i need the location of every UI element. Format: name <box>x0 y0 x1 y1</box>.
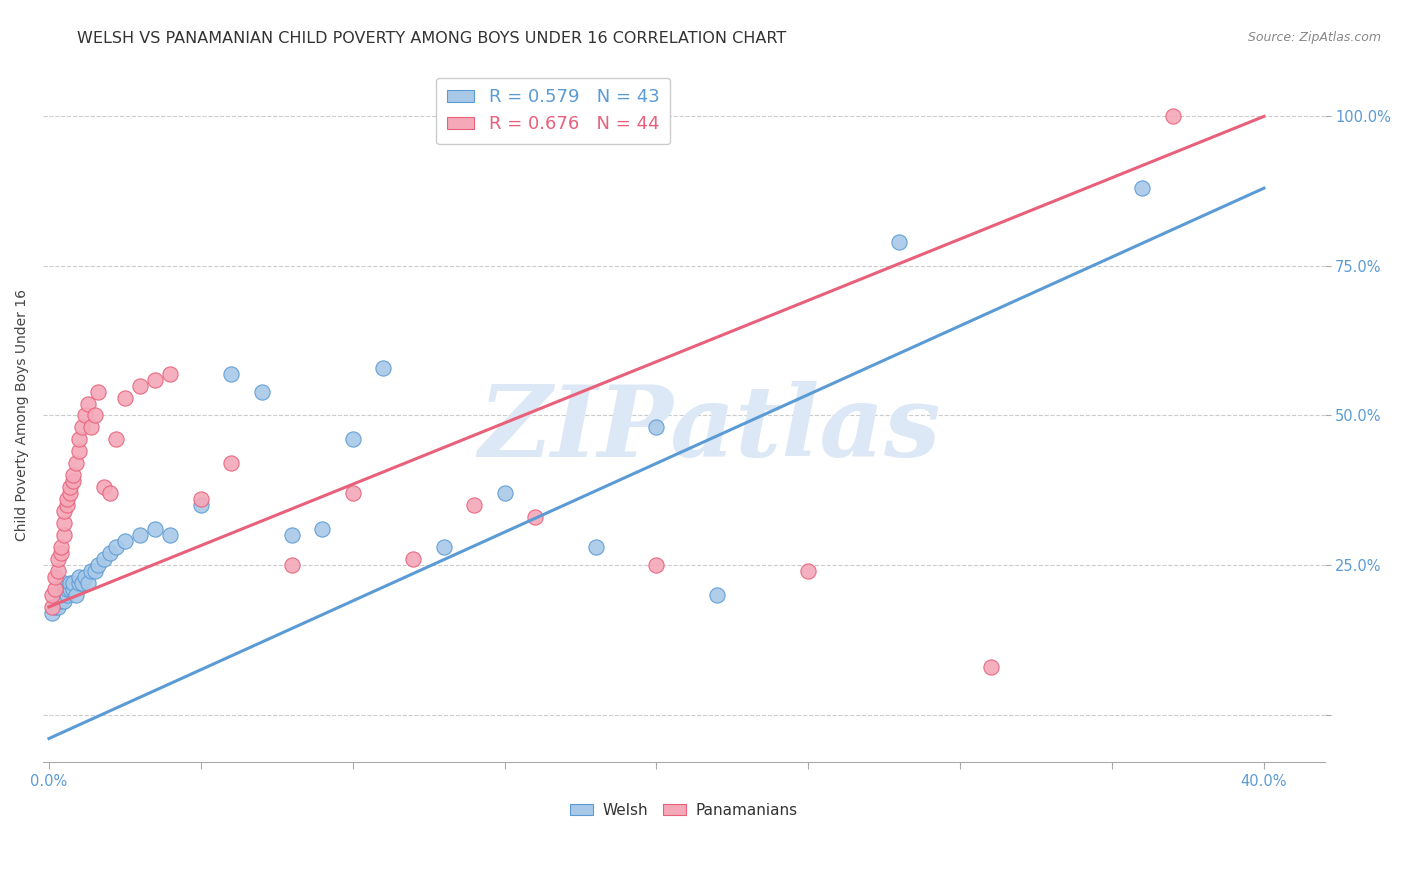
Point <box>93 480 115 494</box>
Point <box>41 599 63 614</box>
Point <box>44 570 66 584</box>
Point <box>104 540 127 554</box>
Point <box>41 606 63 620</box>
Point <box>1161 109 1184 123</box>
Point <box>250 384 273 399</box>
Point <box>86 384 108 399</box>
Point <box>585 540 607 554</box>
Point <box>53 504 76 518</box>
Point <box>77 396 100 410</box>
Text: ZIPatlas: ZIPatlas <box>478 381 941 477</box>
Point <box>143 522 166 536</box>
Point <box>80 564 103 578</box>
Point <box>75 409 97 423</box>
Point <box>53 528 76 542</box>
Point <box>98 486 121 500</box>
Point <box>104 433 127 447</box>
Point <box>494 486 516 500</box>
Point <box>980 659 1002 673</box>
Point <box>86 558 108 572</box>
Point <box>433 540 456 554</box>
Y-axis label: Child Poverty Among Boys Under 16: Child Poverty Among Boys Under 16 <box>15 290 30 541</box>
Point <box>114 534 136 549</box>
Point <box>143 373 166 387</box>
Point <box>62 475 84 489</box>
Text: WELSH VS PANAMANIAN CHILD POVERTY AMONG BOYS UNDER 16 CORRELATION CHART: WELSH VS PANAMANIAN CHILD POVERTY AMONG … <box>77 31 786 46</box>
Point <box>41 588 63 602</box>
Point <box>53 516 76 530</box>
Point <box>645 420 668 434</box>
Point <box>889 235 911 249</box>
Point <box>129 528 152 542</box>
Point <box>281 558 304 572</box>
Point <box>62 468 84 483</box>
Point <box>46 599 69 614</box>
Point <box>67 433 90 447</box>
Point <box>62 582 84 596</box>
Point <box>53 594 76 608</box>
Point <box>797 564 820 578</box>
Point <box>80 420 103 434</box>
Legend: Welsh, Panamanians: Welsh, Panamanians <box>564 797 803 824</box>
Point <box>46 564 69 578</box>
Point <box>93 552 115 566</box>
Point <box>159 528 181 542</box>
Point <box>56 582 79 596</box>
Point <box>281 528 304 542</box>
Point <box>114 391 136 405</box>
Point <box>49 594 72 608</box>
Point <box>75 570 97 584</box>
Point <box>83 409 105 423</box>
Point <box>463 498 485 512</box>
Point <box>371 360 394 375</box>
Text: Source: ZipAtlas.com: Source: ZipAtlas.com <box>1247 31 1381 45</box>
Point <box>44 582 66 596</box>
Point <box>49 588 72 602</box>
Point <box>402 552 425 566</box>
Point <box>67 444 90 458</box>
Point <box>67 570 90 584</box>
Point <box>83 564 105 578</box>
Point <box>49 546 72 560</box>
Point <box>56 498 79 512</box>
Point <box>59 576 82 591</box>
Point <box>77 576 100 591</box>
Point <box>49 540 72 554</box>
Point <box>645 558 668 572</box>
Point <box>129 378 152 392</box>
Point <box>72 420 94 434</box>
Point <box>62 576 84 591</box>
Point <box>72 576 94 591</box>
Point <box>1132 181 1154 195</box>
Point <box>59 486 82 500</box>
Point <box>98 546 121 560</box>
Point <box>342 433 364 447</box>
Point <box>56 588 79 602</box>
Point <box>190 492 212 507</box>
Point <box>53 576 76 591</box>
Point <box>190 498 212 512</box>
Point <box>219 456 242 470</box>
Point <box>311 522 333 536</box>
Point <box>159 367 181 381</box>
Point <box>523 510 546 524</box>
Point <box>56 492 79 507</box>
Point <box>46 552 69 566</box>
Point <box>219 367 242 381</box>
Point <box>65 588 87 602</box>
Point <box>44 599 66 614</box>
Point <box>342 486 364 500</box>
Point <box>59 480 82 494</box>
Point <box>65 456 87 470</box>
Point <box>706 588 728 602</box>
Point <box>67 576 90 591</box>
Point <box>59 582 82 596</box>
